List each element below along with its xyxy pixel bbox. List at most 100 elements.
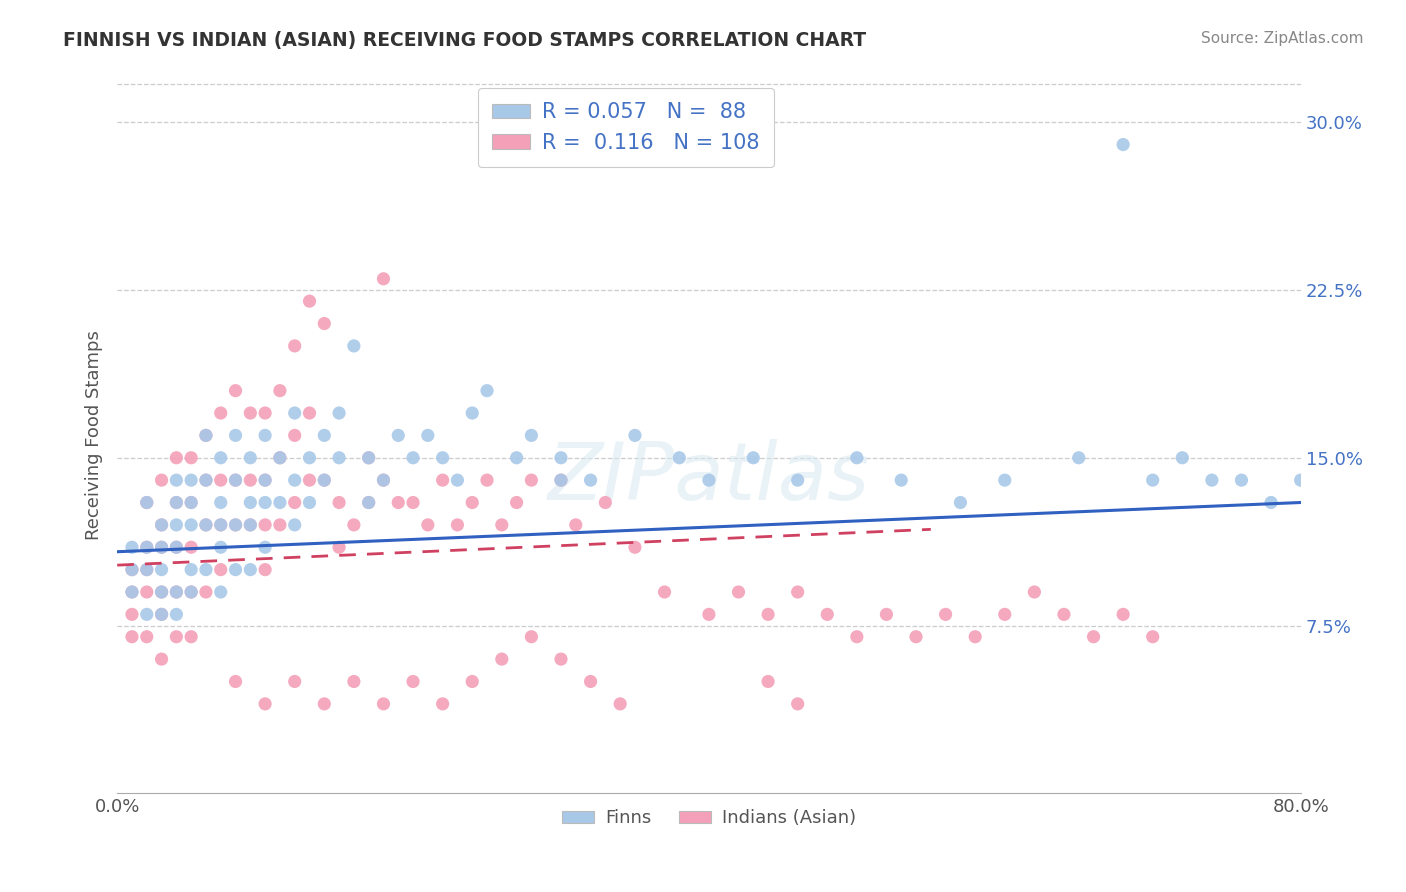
Point (121, 541, 143, 555)
Point (668, 450, 690, 465)
Point (520, 630, 543, 644)
Point (1260, 495, 1282, 509)
Point (357, 450, 380, 465)
Point (845, 630, 868, 644)
Point (284, 406, 307, 420)
Point (254, 541, 277, 555)
Point (194, 428, 217, 442)
Point (491, 517, 513, 532)
Point (180, 517, 202, 532)
Point (254, 428, 277, 442)
Point (1053, 607, 1076, 622)
Point (475, 384, 498, 398)
Point (949, 495, 972, 509)
Point (727, 585, 749, 599)
Point (254, 406, 277, 420)
Point (446, 517, 468, 532)
Point (150, 607, 173, 622)
Legend: Finns, Indians (Asian): Finns, Indians (Asian) (554, 802, 863, 834)
Point (416, 428, 439, 442)
Point (225, 563, 247, 577)
Point (150, 541, 173, 555)
Point (194, 473, 217, 487)
Point (165, 473, 187, 487)
Point (209, 517, 232, 532)
Point (150, 517, 173, 532)
Point (994, 607, 1017, 622)
Point (121, 585, 143, 599)
Point (150, 563, 173, 577)
Point (432, 450, 454, 465)
Point (150, 585, 173, 599)
Point (432, 697, 454, 711)
Point (402, 674, 425, 689)
Point (135, 495, 157, 509)
Point (1230, 473, 1253, 487)
Point (165, 585, 187, 599)
Point (180, 585, 202, 599)
Point (284, 495, 307, 509)
Point (254, 697, 277, 711)
Point (343, 674, 366, 689)
Point (121, 607, 143, 622)
Point (135, 495, 157, 509)
Point (387, 428, 409, 442)
Point (491, 652, 513, 666)
Point (165, 541, 187, 555)
Point (845, 450, 868, 465)
Point (284, 674, 307, 689)
Point (1201, 473, 1223, 487)
Point (165, 541, 187, 555)
Point (180, 585, 202, 599)
Point (165, 517, 187, 532)
Point (565, 517, 588, 532)
Point (165, 450, 187, 465)
Point (624, 428, 647, 442)
Point (135, 585, 157, 599)
Point (194, 585, 217, 599)
Point (180, 450, 202, 465)
Point (298, 406, 321, 420)
Point (756, 674, 779, 689)
Text: FINNISH VS INDIAN (ASIAN) RECEIVING FOOD STAMPS CORRELATION CHART: FINNISH VS INDIAN (ASIAN) RECEIVING FOOD… (63, 31, 866, 50)
Point (314, 473, 336, 487)
Point (446, 473, 468, 487)
Point (239, 517, 262, 532)
Point (269, 517, 291, 532)
Point (742, 450, 765, 465)
Point (180, 495, 202, 509)
Point (209, 450, 232, 465)
Point (225, 517, 247, 532)
Point (387, 495, 409, 509)
Point (298, 294, 321, 309)
Point (239, 450, 262, 465)
Point (815, 607, 838, 622)
Point (373, 697, 395, 711)
Point (1112, 137, 1135, 152)
Point (254, 473, 277, 487)
Point (284, 428, 307, 442)
Point (135, 563, 157, 577)
Point (1067, 450, 1090, 465)
Point (180, 473, 202, 487)
Point (550, 450, 572, 465)
Point (314, 317, 336, 331)
Point (121, 585, 143, 599)
Point (357, 495, 380, 509)
Point (239, 563, 262, 577)
Point (225, 428, 247, 442)
Point (225, 517, 247, 532)
Point (254, 563, 277, 577)
Point (505, 450, 527, 465)
Point (135, 541, 157, 555)
Point (194, 428, 217, 442)
Point (402, 450, 425, 465)
Point (786, 585, 808, 599)
Point (461, 495, 484, 509)
Point (550, 473, 572, 487)
Point (239, 473, 262, 487)
Point (150, 607, 173, 622)
Point (239, 406, 262, 420)
Point (314, 428, 336, 442)
Point (550, 473, 572, 487)
